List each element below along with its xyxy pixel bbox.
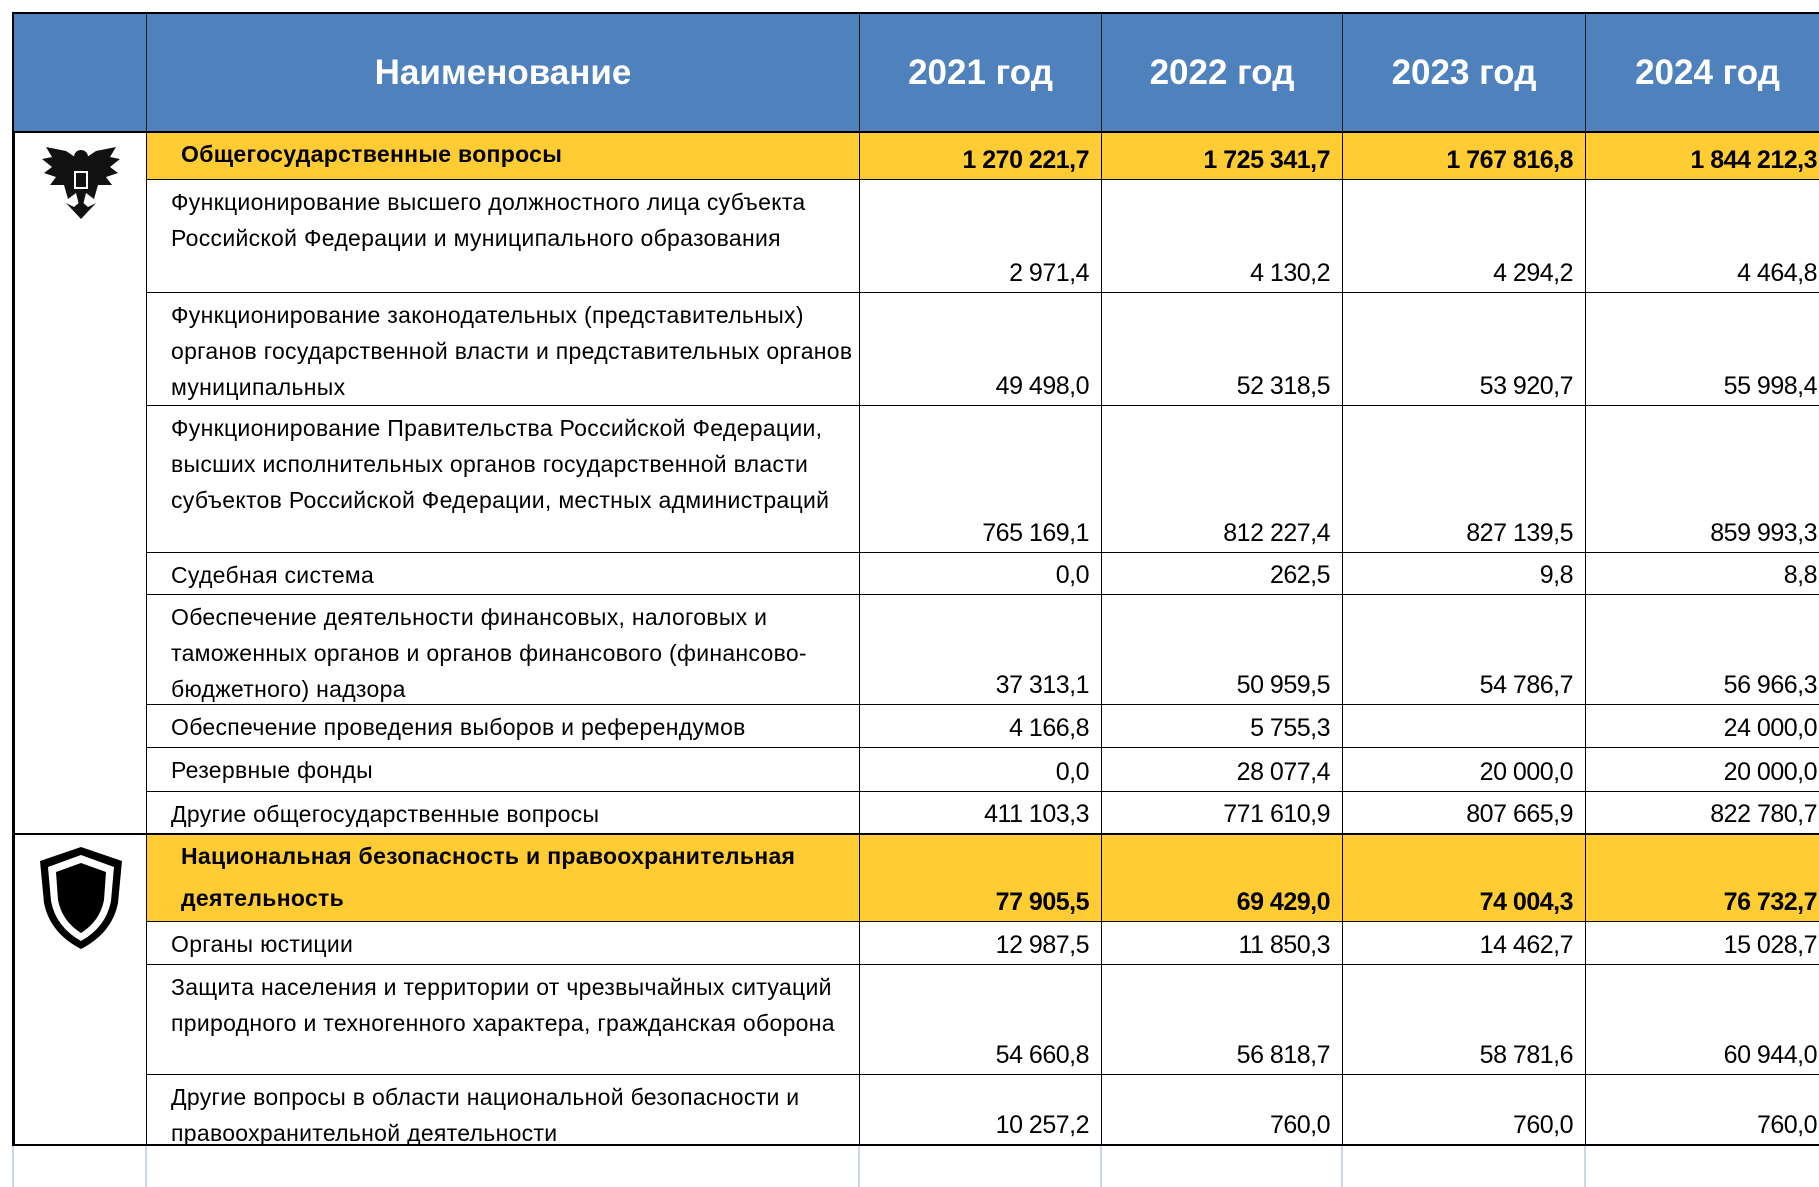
column-header: 2024 год (1586, 12, 1819, 133)
row-value: 859 993,3 (1586, 406, 1819, 553)
row-name: Функционирование Правительства Российско… (147, 406, 860, 553)
row-value: 812 227,4 (1102, 406, 1343, 553)
section-total: 69 429,0 (1102, 835, 1343, 922)
row-value: 827 139,5 (1343, 406, 1586, 553)
row-value: 12 987,5 (860, 922, 1102, 965)
row-value: 56 818,7 (1102, 965, 1343, 1075)
section-total: 74 004,3 (1343, 835, 1586, 922)
section-total: 76 732,7 (1586, 835, 1819, 922)
row-value: 807 665,9 (1343, 792, 1586, 835)
row-value: 49 498,0 (860, 293, 1102, 406)
row-value: 760,0 (1102, 1075, 1343, 1146)
sheet-grid-line (12, 1146, 14, 1187)
row-value: 56 966,3 (1586, 595, 1819, 705)
row-value: 50 959,5 (1102, 595, 1343, 705)
row-value: 54 660,8 (860, 965, 1102, 1075)
row-value: 4 294,2 (1343, 180, 1586, 293)
row-value: 5 755,3 (1102, 705, 1343, 748)
row-value: 760,0 (1343, 1075, 1586, 1146)
row-value: 771 610,9 (1102, 792, 1343, 835)
section-total: 1 844 212,3 (1586, 133, 1819, 180)
row-value: 0,0 (860, 748, 1102, 792)
section-total: 77 905,5 (860, 835, 1102, 922)
row-value: 52 318,5 (1102, 293, 1343, 406)
sheet-grid-line (1341, 1146, 1343, 1187)
row-value: 20 000,0 (1343, 748, 1586, 792)
section-total: 1 725 341,7 (1102, 133, 1343, 180)
row-value: 4 464,8 (1586, 180, 1819, 293)
section-title: Национальная безопасность и правоохранит… (147, 835, 860, 922)
row-value: 2 971,4 (860, 180, 1102, 293)
row-value: 11 850,3 (1102, 922, 1343, 965)
row-value: 54 786,7 (1343, 595, 1586, 705)
section-total: 1 270 221,7 (860, 133, 1102, 180)
row-name: Органы юстиции (147, 922, 860, 965)
row-name: Резервные фонды (147, 748, 860, 792)
sheet-grid-line (145, 1146, 147, 1187)
row-value: 4 130,2 (1102, 180, 1343, 293)
row-name: Судебная система (147, 553, 860, 595)
row-value: 15 028,7 (1586, 922, 1819, 965)
row-value: 9,8 (1343, 553, 1586, 595)
row-value: 765 169,1 (860, 406, 1102, 553)
row-value: 262,5 (1102, 553, 1343, 595)
section-icon (12, 133, 147, 835)
row-value: 411 103,3 (860, 792, 1102, 835)
column-header: Наименование (147, 12, 860, 133)
row-value (1343, 705, 1586, 748)
row-name: Другие вопросы в области национальной бе… (147, 1075, 860, 1146)
row-value: 822 780,7 (1586, 792, 1819, 835)
row-value: 8,8 (1586, 553, 1819, 595)
section-total: 1 767 816,8 (1343, 133, 1586, 180)
row-value: 14 462,7 (1343, 922, 1586, 965)
row-value: 760,0 (1586, 1075, 1819, 1146)
column-header: 2021 год (860, 12, 1102, 133)
sheet-grid-line (1100, 1146, 1102, 1187)
column-header: 2023 год (1343, 12, 1586, 133)
column-header: 2022 год (1102, 12, 1343, 133)
row-value: 53 920,7 (1343, 293, 1586, 406)
header-icon-cell (12, 12, 147, 133)
row-value: 20 000,0 (1586, 748, 1819, 792)
section-title: Общегосударственные вопросы (147, 133, 860, 180)
row-value: 10 257,2 (860, 1075, 1102, 1146)
row-value: 28 077,4 (1102, 748, 1343, 792)
row-name: Функционирование высшего должностного ли… (147, 180, 860, 293)
row-name: Другие общегосударственные вопросы (147, 792, 860, 835)
row-value: 60 944,0 (1586, 965, 1819, 1075)
sheet-grid-line (858, 1146, 860, 1187)
sheet-grid-line (1584, 1146, 1586, 1187)
row-name: Обеспечение деятельности финансовых, нал… (147, 595, 860, 705)
row-value: 58 781,6 (1343, 965, 1586, 1075)
row-value: 0,0 (860, 553, 1102, 595)
row-value: 37 313,1 (860, 595, 1102, 705)
row-name: Защита населения и территории от чрезвыч… (147, 965, 860, 1075)
row-value: 4 166,8 (860, 705, 1102, 748)
section-icon (12, 835, 147, 1146)
row-value: 24 000,0 (1586, 705, 1819, 748)
row-value: 55 998,4 (1586, 293, 1819, 406)
row-name: Функционирование законодательных (предст… (147, 293, 860, 406)
row-name: Обеспечение проведения выборов и референ… (147, 705, 860, 748)
